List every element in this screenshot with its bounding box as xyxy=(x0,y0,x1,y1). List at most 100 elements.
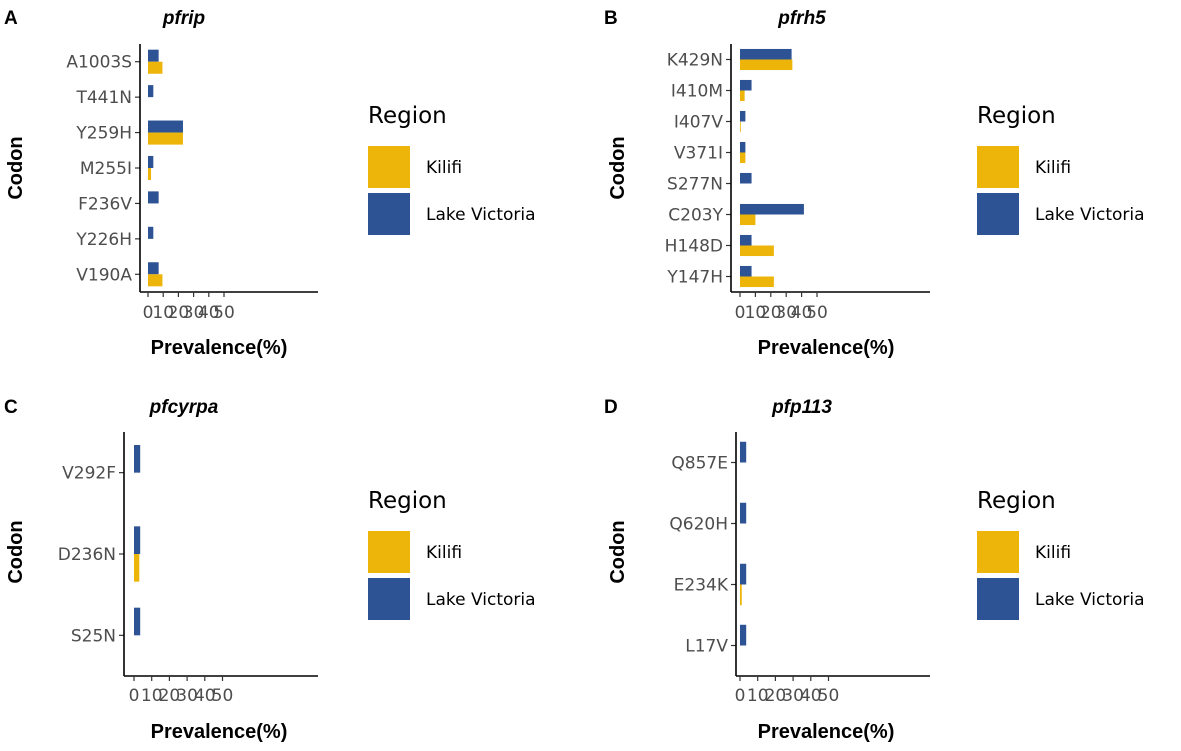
bar-kilifi-a1003s xyxy=(148,61,163,74)
bar-kilifi-v371i xyxy=(740,152,746,164)
y-axis-title: Codon xyxy=(5,520,27,583)
bar-lake-victoria-q620h xyxy=(740,502,747,524)
bar-lake-victoria-m255i xyxy=(148,155,154,168)
x-tick-label: 30 xyxy=(782,686,804,706)
panel-letter: A xyxy=(4,8,18,29)
panel-letter: C xyxy=(4,397,18,418)
bar-kilifi-d236n xyxy=(134,554,140,582)
bar-kilifi-i410m xyxy=(740,90,745,102)
y-tick-label: T441N xyxy=(75,88,132,108)
legend-swatch-kilifi xyxy=(977,531,1019,573)
y-tick-label: C203Y xyxy=(668,206,723,226)
bar-lake-victoria-s277n xyxy=(740,172,752,184)
bar-lake-victoria-v292f xyxy=(134,445,141,473)
x-tick-label: 50 xyxy=(818,686,840,706)
y-tick-label: S277N xyxy=(667,175,723,195)
x-axis-title: Prevalence(%) xyxy=(758,337,895,359)
legend-label: Kilifi xyxy=(1035,158,1071,178)
x-tick-label: 0 xyxy=(129,686,140,706)
y-tick-label: D236N xyxy=(58,545,116,565)
x-tick-label: 20 xyxy=(765,686,787,706)
x-tick-label: 20 xyxy=(168,303,190,323)
x-tick-label: 10 xyxy=(745,303,767,323)
bar-lake-victoria-e234k xyxy=(740,563,747,585)
chart-title: pfrip xyxy=(162,8,205,29)
bar-lake-victoria-k429n xyxy=(740,48,792,60)
x-tick-label: 10 xyxy=(152,303,174,323)
bar-lake-victoria-v190a xyxy=(148,262,159,275)
legend-label: Kilifi xyxy=(426,158,462,178)
x-tick-label: 30 xyxy=(176,686,198,706)
chart-title: pfcyrpa xyxy=(149,397,219,418)
bar-lake-victoria-f236v xyxy=(148,191,159,204)
bar-lake-victoria-l17v xyxy=(740,624,747,646)
legend: Region Kilifi Lake Victoria xyxy=(368,488,536,620)
y-axis-title: Codon xyxy=(607,136,629,199)
legend-swatch-kilifi xyxy=(977,146,1019,188)
y-tick-label: Q620H xyxy=(669,515,728,535)
x-tick-label: 10 xyxy=(747,686,769,706)
legend-swatch-kilifi xyxy=(368,531,410,573)
y-tick-label: K429N xyxy=(667,51,723,71)
bar-lake-victoria-d236n xyxy=(134,526,141,554)
legend-title: Region xyxy=(977,103,1056,129)
bar-lake-victoria-y259h xyxy=(148,120,183,133)
y-tick-label: A1003S xyxy=(66,53,132,73)
legend-label: Kilifi xyxy=(1035,543,1071,563)
y-tick-label: L17V xyxy=(685,637,728,657)
bar-lake-victoria-y147h xyxy=(740,265,752,277)
x-tick-label: 50 xyxy=(213,303,235,323)
x-tick-label: 40 xyxy=(800,686,822,706)
x-tick-label: 30 xyxy=(775,303,797,323)
legend: Region Kilifi Lake Victoria xyxy=(977,103,1145,235)
x-tick-label: 40 xyxy=(791,303,813,323)
x-tick-label: 40 xyxy=(194,686,216,706)
legend-label: Lake Victoria xyxy=(1035,205,1145,225)
x-tick-label: 40 xyxy=(198,303,220,323)
y-tick-label: Q857E xyxy=(671,454,728,474)
x-tick-label: 0 xyxy=(735,303,746,323)
y-axis-title: Codon xyxy=(5,136,27,199)
panel-letter: D xyxy=(604,397,618,418)
bar-lake-victoria-t441n xyxy=(148,85,154,98)
y-axis-title: Codon xyxy=(607,520,629,583)
x-axis-title: Prevalence(%) xyxy=(758,721,895,743)
y-tick-label: M255I xyxy=(80,159,132,179)
bar-lake-victoria-a1003s xyxy=(148,49,159,62)
legend-title: Region xyxy=(368,103,447,129)
legend-swatch-lake-victoria xyxy=(977,193,1019,235)
legend-swatch-lake-victoria xyxy=(368,578,410,620)
x-axis-title: Prevalence(%) xyxy=(151,337,288,359)
bar-kilifi-c203y xyxy=(740,214,756,226)
bar-lake-victoria-h148d xyxy=(740,234,752,246)
y-tick-label: H148D xyxy=(665,237,723,257)
y-tick-label: E234K xyxy=(674,576,729,596)
legend-label: Kilifi xyxy=(426,543,462,563)
y-tick-label: V190A xyxy=(76,265,132,285)
bar-lake-victoria-s25n xyxy=(134,607,141,636)
bar-kilifi-e234k xyxy=(740,584,742,606)
legend-title: Region xyxy=(977,488,1056,514)
y-tick-label: S25N xyxy=(71,626,116,646)
bar-lake-victoria-c203y xyxy=(740,203,804,215)
bar-kilifi-y259h xyxy=(148,132,183,145)
chart-title: pfrh5 xyxy=(777,8,826,29)
bar-kilifi-h148d xyxy=(740,245,774,257)
legend-title: Region xyxy=(368,488,447,514)
legend-label: Lake Victoria xyxy=(1035,590,1145,610)
bar-lake-victoria-i410m xyxy=(740,79,752,91)
x-tick-label: 50 xyxy=(212,686,234,706)
legend-swatch-lake-victoria xyxy=(977,578,1019,620)
panel-letter: B xyxy=(604,8,618,29)
legend-label: Lake Victoria xyxy=(426,590,536,610)
legend: Region Kilifi Lake Victoria xyxy=(977,488,1145,620)
x-tick-label: 20 xyxy=(159,686,181,706)
bar-lake-victoria-y226h xyxy=(148,226,154,239)
x-tick-label: 50 xyxy=(806,303,828,323)
legend-swatch-kilifi xyxy=(368,146,410,188)
y-tick-label: F236V xyxy=(78,194,132,214)
